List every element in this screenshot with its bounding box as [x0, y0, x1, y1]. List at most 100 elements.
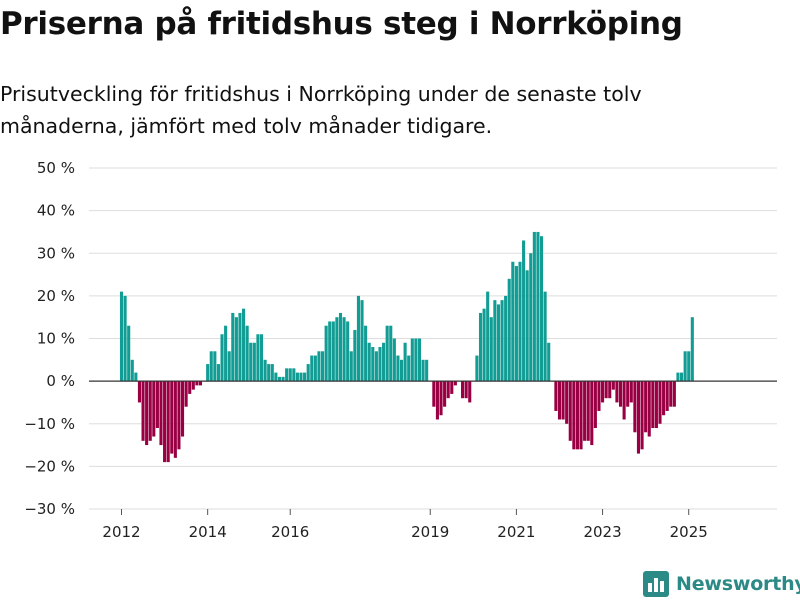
bar — [213, 351, 217, 382]
bar — [385, 325, 389, 382]
bar — [568, 381, 572, 441]
bar — [504, 295, 508, 382]
bar — [611, 381, 615, 390]
bar — [518, 261, 522, 382]
bar — [425, 359, 429, 382]
x-tick-label: 2023 — [583, 523, 621, 541]
bar — [306, 364, 310, 382]
y-tick-label: −30 % — [24, 500, 75, 518]
gridlines — [89, 167, 777, 510]
bar — [629, 381, 633, 403]
bar — [647, 381, 651, 437]
bar — [170, 381, 174, 454]
bar — [547, 342, 551, 382]
bar — [374, 351, 378, 382]
bar — [227, 351, 231, 382]
bar — [500, 300, 504, 382]
bar — [618, 381, 623, 407]
bar — [604, 381, 608, 399]
bar — [399, 359, 404, 382]
bar — [263, 359, 267, 382]
bar — [601, 381, 605, 403]
bar — [382, 342, 386, 382]
bar — [342, 317, 346, 382]
bar — [295, 372, 299, 382]
bar — [353, 329, 357, 382]
bar — [195, 381, 199, 386]
bar — [127, 325, 131, 382]
bar — [622, 381, 626, 420]
bar — [270, 364, 274, 382]
bar — [417, 338, 422, 382]
bar — [338, 312, 343, 382]
bar — [525, 270, 529, 382]
bar — [493, 300, 497, 382]
bar — [554, 381, 558, 411]
bar — [346, 321, 350, 382]
x-tick-label: 2016 — [271, 523, 309, 541]
bar — [206, 364, 210, 382]
bar — [464, 381, 468, 399]
bar — [543, 291, 547, 382]
bar — [403, 342, 407, 382]
bar-chart-logo-icon — [643, 571, 669, 597]
bar — [389, 325, 393, 382]
bar — [396, 355, 400, 382]
y-tick-label: −20 % — [24, 457, 75, 475]
last-value-label: 15 % — [699, 0, 737, 4]
bar — [557, 381, 562, 420]
chart-subtitle: Prisutveckling för fritidshus i Norrköpi… — [0, 82, 642, 138]
bar — [310, 355, 314, 382]
x-tick-label: 2014 — [189, 523, 227, 541]
bar — [119, 291, 124, 382]
bar — [220, 334, 224, 382]
bar — [507, 278, 511, 382]
bar — [633, 381, 637, 433]
bar — [292, 368, 296, 382]
bar — [360, 300, 364, 382]
bar — [586, 381, 590, 441]
bar — [590, 381, 594, 446]
bar — [489, 317, 493, 382]
bar — [662, 381, 666, 416]
bar — [134, 372, 138, 382]
y-tick-label: 50 % — [37, 159, 75, 177]
bar — [644, 381, 648, 433]
bar — [672, 381, 676, 407]
bar — [482, 308, 486, 382]
bar — [680, 372, 684, 382]
bar — [141, 381, 145, 441]
bar — [378, 347, 382, 382]
bar — [636, 381, 641, 454]
bar — [676, 372, 680, 382]
bar — [281, 376, 285, 382]
bar — [690, 317, 694, 382]
bar — [180, 381, 185, 437]
bar — [163, 381, 167, 463]
bar — [256, 334, 260, 382]
bar — [367, 342, 371, 382]
bar — [597, 381, 601, 411]
bar — [561, 381, 565, 420]
x-tick-label: 2025 — [670, 523, 708, 541]
bar — [468, 381, 472, 403]
bar — [303, 372, 307, 382]
brand-name: Newsworthy — [676, 573, 800, 595]
bar — [356, 295, 360, 382]
bar — [321, 351, 325, 382]
bar — [565, 381, 569, 424]
y-tick-label: 10 % — [37, 330, 75, 348]
bar — [173, 381, 177, 458]
bar — [475, 355, 479, 382]
bar — [274, 372, 278, 382]
bar — [450, 381, 454, 394]
y-tick-label: −10 % — [24, 415, 75, 433]
bar — [317, 351, 321, 382]
bar — [421, 359, 425, 382]
bar — [324, 325, 328, 382]
bar — [539, 236, 544, 382]
x-tick-label: 2019 — [411, 523, 449, 541]
bar — [159, 381, 163, 446]
bar — [252, 342, 256, 382]
